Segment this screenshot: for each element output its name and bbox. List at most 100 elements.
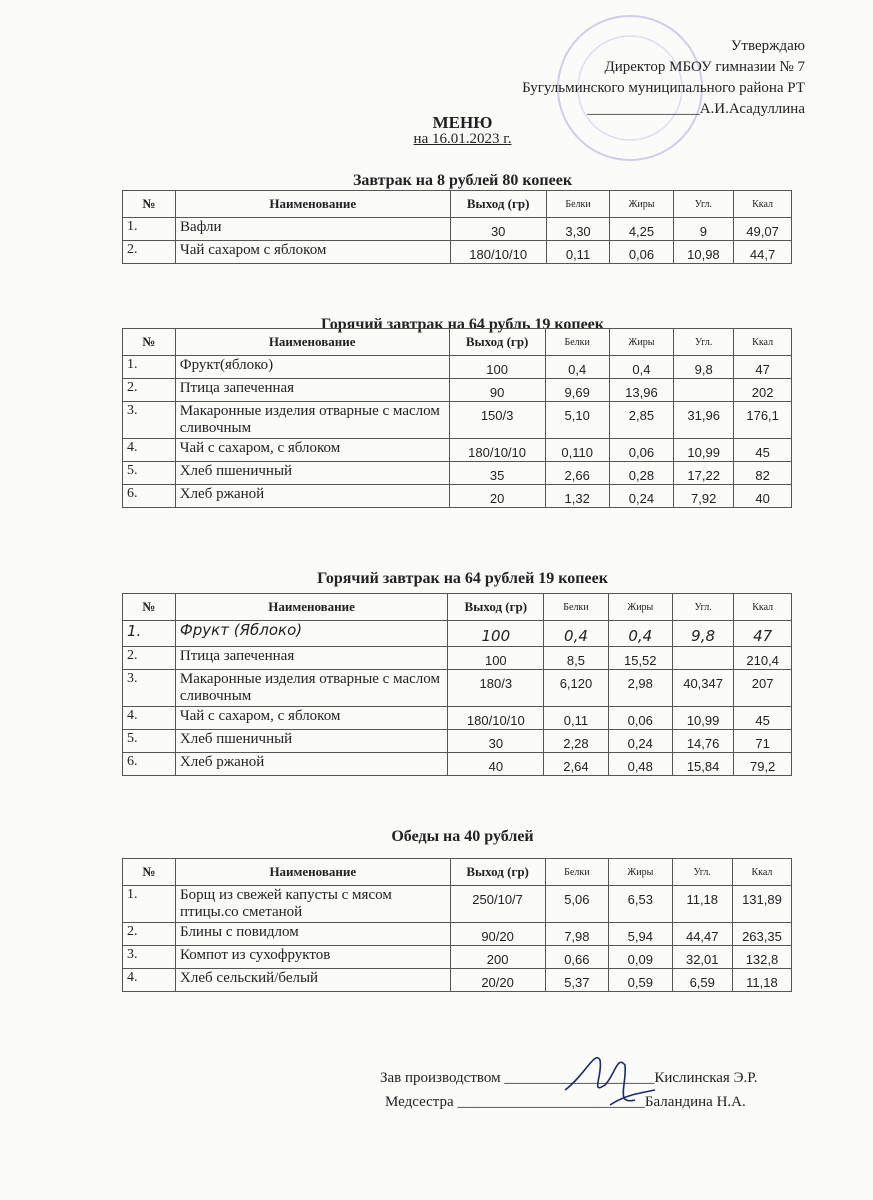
approval-block: Утверждаю Директор МБОУ гимназии № 7 Буг… [522,36,805,120]
table-cell: Хлеб ржаной [174,752,449,776]
table-cell: 1,32 [544,484,610,508]
table-cell: 2,64 [543,752,609,776]
column-header: Ккал [733,190,792,218]
table-cell: 79,2 [733,752,792,776]
approval-line: Утверждаю [730,38,805,54]
table-cell: 6,53 [608,885,673,923]
section-title: Горячий завтрак на 64 рублей 19 копеек [317,570,608,587]
signature-production [564,1057,656,1106]
table-cell: Птица запеченная [174,646,449,670]
table-cell: 17,22 [673,461,735,485]
table-cell: 0,48 [607,752,673,776]
table-cell: 10,99 [673,438,735,462]
column-header: Выход (гр) [448,328,546,356]
table-cell: 47 [733,620,792,647]
table-cell: 180/10/10 [449,240,547,264]
table-cell: 0,06 [608,438,675,462]
table-cell: 1. [121,217,177,241]
table-cell: 6. [122,484,176,508]
column-header: Ккал [731,858,793,886]
table-cell: Вафли [175,217,451,241]
table-cell: 210,4 [733,646,792,670]
table-cell: 176,1 [733,401,792,439]
table-cell: 20 [448,484,546,508]
table-cell: 0,4 [543,620,609,647]
column-header: Наименование [175,190,451,218]
column-header: Угл. [671,593,735,621]
table-cell [671,646,735,670]
table-cell: 0,66 [544,945,610,969]
table-cell: 5. [122,729,176,753]
menu-title: МЕНЮ [432,113,493,132]
table-row: 3. Макаронные изделия отварные с маслом с… [122,401,792,439]
table-cell: 6. [122,752,176,776]
table-cell: 180/3 [447,669,545,707]
table-cell: 10,99 [671,706,735,730]
table-cell: 9,69 [544,378,610,402]
table-cell: 9 [672,217,735,241]
table-cell: 1. [121,885,177,923]
table-row: 1. Борщ из свежей капусты с мясом птицы.с… [121,885,793,923]
table-cell: 11,18 [731,968,793,992]
approval-line: Бугульминского муниципального района РТ [522,80,805,96]
table-cell: 3. [121,945,177,969]
table-cell: 2,98 [607,669,673,707]
table-cell: 82 [733,461,792,485]
table-row: 4. Хлеб сельский/белый 20/20 5,37 0,59 6,59 11… [121,968,793,992]
menu-table: № Наименование Выход (гр) Белки Жиры Угл. Ккал… [122,593,792,776]
table-cell: 5,37 [544,968,610,992]
table-cell: 9,8 [673,355,735,379]
table-cell: 0,24 [608,484,675,508]
table-row: 2. Блины с повидлом 90/20 7,98 5,94 44,47 263,… [121,922,793,946]
table-cell: 20/20 [449,968,546,992]
table-cell: 7,92 [673,484,735,508]
column-header: № [122,593,176,621]
table-cell: 0,110 [544,438,610,462]
table-cell: 4. [122,438,176,462]
table-cell: 2. [122,646,176,670]
table-row: 1. Вафли 30 3,30 4,25 9 49,07 [121,217,792,241]
table-cell: 0,24 [607,729,673,753]
column-header: № [122,328,176,356]
column-header: Наименование [175,858,451,886]
table-cell: 0,11 [545,240,611,264]
table-header: № Наименование Выход (гр) Белки Жиры Угл. Ккал [121,190,792,218]
column-header: № [121,858,177,886]
table-cell: 5,10 [544,401,610,439]
table-cell: 2. [121,240,177,264]
table-cell: 40 [447,752,545,776]
table-cell: 0,59 [608,968,673,992]
table-cell: Фрукт (Яблоко) [174,620,449,647]
table-row: 2. Птица запеченная 100 8,5 15,52 210,4 [122,646,792,670]
table-cell: 9,8 [671,620,735,647]
table-cell: 8,5 [543,646,609,670]
table-cell: 1. [122,355,176,379]
table-cell: Чай с сахаром, с яблоком [174,438,450,462]
table-cell: Хлеб пшеничный [174,729,449,753]
table-row: 2. Птица запеченная 90 9,69 13,96 202 [122,378,792,402]
table-cell: 32,01 [671,945,733,969]
table-cell [673,378,735,402]
table-cell: Фрукт(яблоко) [174,355,450,379]
table-cell: 100 [447,620,545,647]
column-header: Жиры [608,858,673,886]
table-cell: 0,4 [544,355,610,379]
table-cell: 100 [448,355,546,379]
table-cell: 263,35 [731,922,793,946]
column-header: Белки [544,328,610,356]
table-cell: Борщ из свежей капусты с мясом птицы.со … [175,885,451,923]
table-row: 5. Хлеб пшеничный 30 2,28 0,24 14,76 71 [122,729,792,753]
table-cell: 202 [733,378,792,402]
official-stamp [557,15,703,161]
table-row: 6. Хлеб ржаной 40 2,64 0,48 15,84 79,2 [122,752,792,776]
table-cell: 90/20 [449,922,546,946]
table-cell: 0,4 [608,355,675,379]
table-cell: 132,8 [731,945,793,969]
table-cell: 6,120 [543,669,609,707]
table-cell: 14,76 [671,729,735,753]
table-cell: 4,25 [609,217,674,241]
table-cell: 47 [733,355,792,379]
table-cell: 10,98 [672,240,735,264]
table-row: 1. Фрукт(яблоко) 100 0,4 0,4 9,8 47 [122,355,792,379]
